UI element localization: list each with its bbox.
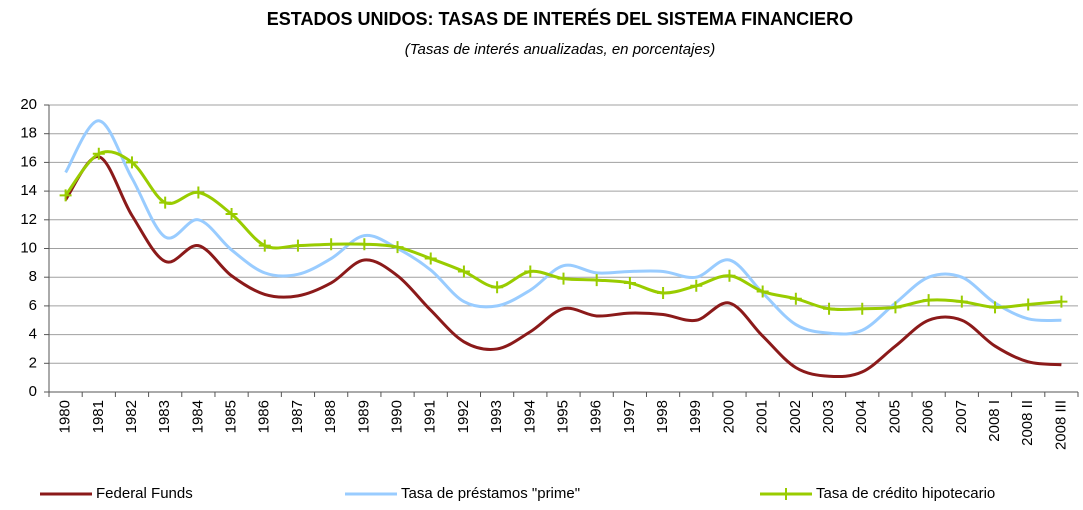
y-tick-label: 16 [20,153,37,170]
series-marker [623,276,636,289]
x-tick-label: 2000 [720,400,737,433]
y-tick-label: 2 [29,354,37,371]
x-tick-label: 1984 [189,400,206,433]
y-tick-label: 20 [20,96,37,113]
series-marker [989,301,1002,314]
series-marker [457,265,470,278]
series-marker [590,274,603,287]
x-tick-label: 1986 [256,400,273,433]
series-marker [889,301,902,314]
series-marker [159,196,172,209]
x-tick-label: 1988 [322,400,339,433]
series-marker [125,156,138,169]
y-tick-label: 8 [29,268,37,285]
x-tick-label: 2008 I [986,400,1003,442]
x-tick-label: 1994 [521,400,538,433]
series-marker [225,208,238,221]
y-tick-label: 4 [29,326,37,343]
chart-subtitle: (Tasas de interés anualizadas, en porcen… [405,41,715,58]
x-tick-label: 1987 [289,400,306,433]
chart-title: ESTADOS UNIDOS: TASAS DE INTERÉS DEL SIS… [267,8,853,29]
series-marker [358,238,371,251]
series-marker [823,302,836,315]
legend-label: Tasa de crédito hipotecario [816,485,995,502]
y-tick-label: 12 [20,211,37,228]
x-tick-label: 2008 II [1019,400,1036,446]
series-marker [59,189,72,202]
x-tick-label: 1993 [488,400,505,433]
legend-label: Tasa de préstamos "prime" [401,485,580,502]
series-marker [491,281,504,294]
x-tick-label: 1981 [90,400,107,433]
series-marker [1022,298,1035,311]
x-tick-label: 2006 [920,400,937,433]
x-tick-label: 2001 [754,400,771,433]
series-marker [756,285,769,298]
x-tick-label: 1996 [588,400,605,433]
x-tick-label: 1995 [554,400,571,433]
x-tick-label: 2002 [787,400,804,433]
legend-label: Federal Funds [96,485,193,502]
y-tick-label: 10 [20,239,37,256]
x-tick-label: 1989 [355,400,372,433]
series-marker [955,295,968,308]
x-tick-label: 2008 III [1052,400,1069,450]
legend-marker [780,488,792,500]
series-marker [391,241,404,254]
y-tick-label: 14 [20,182,37,199]
series-marker [258,239,271,252]
y-tick-label: 0 [29,383,37,400]
series-marker [192,186,205,199]
x-tick-label: 1990 [389,400,406,433]
series-marker [922,294,935,307]
series-marker [789,292,802,305]
series-marker [325,238,338,251]
x-tick-label: 1998 [654,400,671,433]
x-tick-label: 1997 [621,400,638,433]
x-tick-label: 2003 [820,400,837,433]
x-tick-label: 1983 [156,400,173,433]
x-tick-label: 1991 [422,400,439,433]
x-tick-label: 2004 [853,400,870,433]
y-tick-label: 18 [20,125,37,142]
x-tick-label: 1982 [123,400,140,433]
x-tick-label: 2007 [953,400,970,433]
series-marker [1055,295,1068,308]
x-tick-label: 2005 [886,400,903,433]
series-marker [690,279,703,292]
series-marker [856,302,869,315]
series-marker [557,272,570,285]
series-marker [657,286,670,299]
x-tick-label: 1999 [687,400,704,433]
x-tick-label: 1980 [57,400,74,433]
series-line [64,155,1062,379]
series-marker [291,239,304,252]
y-tick-label: 6 [29,297,37,314]
series-marker [723,269,736,282]
series-marker [424,252,437,265]
series-marker [92,147,105,160]
series-marker [524,265,537,278]
x-tick-label: 1985 [223,400,240,433]
x-tick-label: 1992 [455,400,472,433]
